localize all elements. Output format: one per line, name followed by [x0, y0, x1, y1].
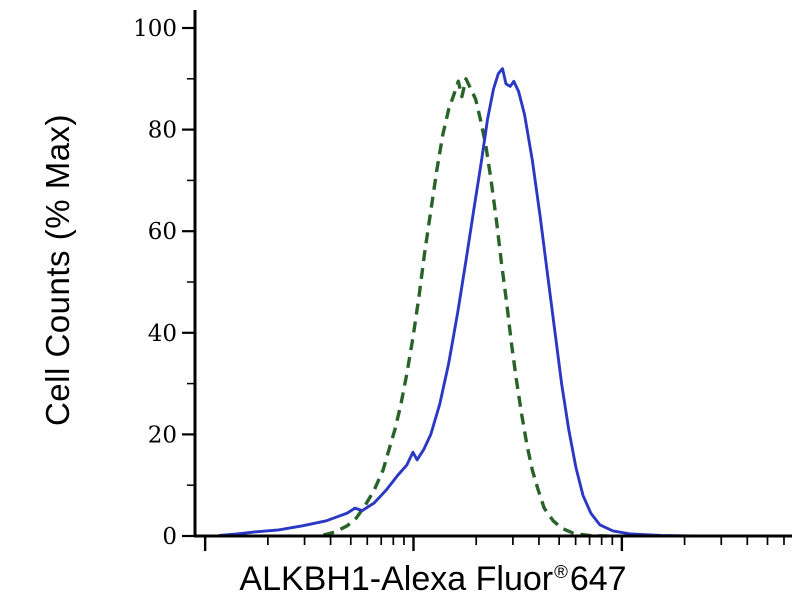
- y-tick-label: 0: [162, 524, 177, 550]
- x-axis-title-text: ALKBH1-Alexa Fluor: [239, 560, 554, 598]
- x-axis-title-number: 647: [569, 560, 627, 598]
- x-axis-ticks: [203, 537, 785, 551]
- y-tick-label: 20: [148, 422, 177, 448]
- y-tick-label: 40: [148, 321, 177, 347]
- series-control-dashed-green: [322, 77, 607, 538]
- y-axis-ticks: 0 20 40 60 80 100: [133, 16, 194, 550]
- y-tick-label: 80: [148, 118, 177, 144]
- registered-trademark-symbol: ®: [554, 560, 568, 582]
- y-tick-label: 60: [148, 219, 177, 245]
- chart-series: [218, 67, 691, 538]
- y-tick-label: 100: [133, 16, 177, 42]
- series-ALKBH1-Alexa-Fluor-647-solid-blue: [218, 67, 691, 538]
- x-axis-title: ALKBH1-Alexa Fluor®647: [239, 560, 626, 599]
